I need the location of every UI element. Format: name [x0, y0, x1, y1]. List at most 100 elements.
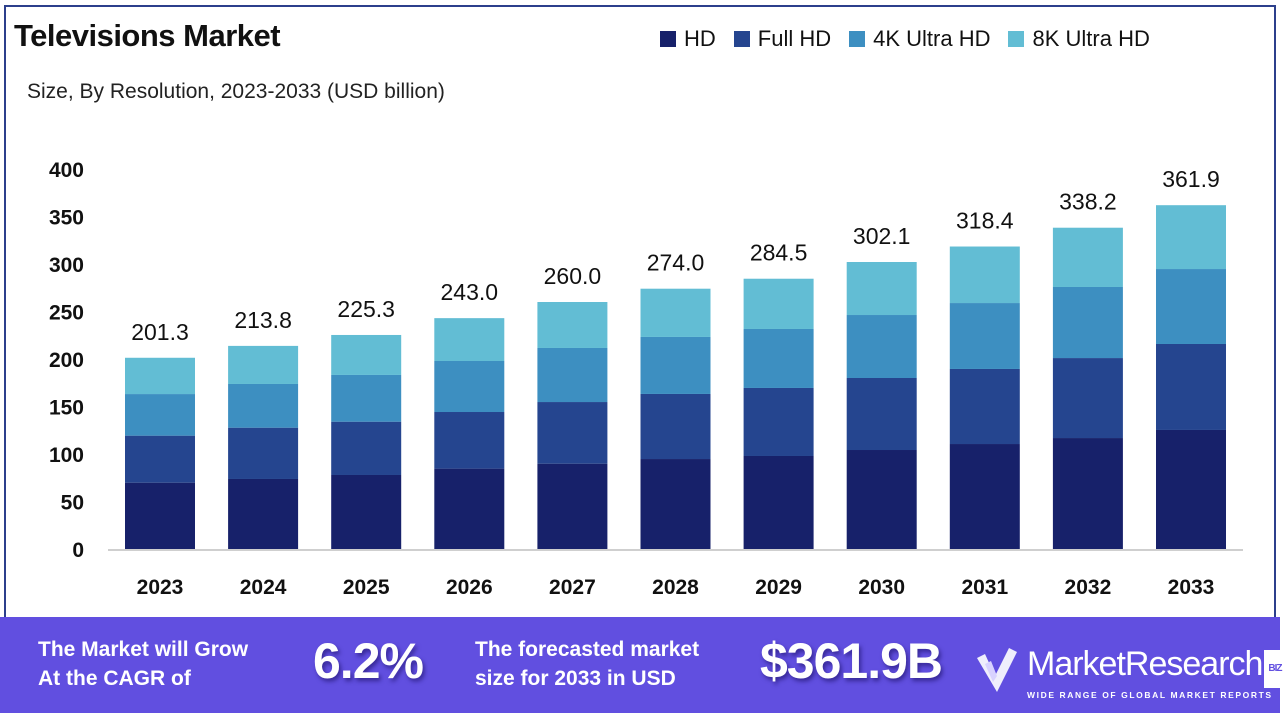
y-tick-label: 100 [49, 444, 84, 467]
x-tick-label: 2028 [652, 576, 699, 599]
legend-item-8k: 8K Ultra HD [1008, 26, 1150, 52]
bar-segment-8k-ultra-hd-2024 [228, 345, 299, 384]
bar-total-label: 274.0 [647, 250, 705, 276]
x-tick-label: 2023 [137, 576, 184, 599]
bar-total-label: 361.9 [1162, 166, 1220, 192]
legend-item-4k: 4K Ultra HD [849, 26, 990, 52]
bar-segment-full-hd-2023 [125, 435, 195, 483]
checkmark-logo-icon [977, 648, 1017, 692]
bar-segment-8k-ultra-hd-2031 [949, 246, 1020, 304]
y-tick-label: 200 [49, 349, 84, 372]
bar-segment-8k-ultra-hd-2028 [640, 288, 711, 337]
bar-segment-full-hd-2027 [537, 402, 608, 464]
legend-label: 4K Ultra HD [873, 26, 991, 51]
x-tick-label: 2030 [858, 576, 905, 599]
logo-name: MarketResearch BIZ [1027, 640, 1284, 688]
x-tick-label: 2032 [1065, 576, 1112, 599]
logo-tagline: WIDE RANGE OF GLOBAL MARKET REPORTS [1027, 690, 1273, 700]
bar-segment-full-hd-2025 [331, 421, 402, 475]
bar-total-label: 284.5 [750, 240, 808, 266]
bar-segment-4k-ultra-hd-2025 [331, 374, 402, 422]
bar-segment-4k-ultra-hd-2026 [434, 360, 505, 413]
x-tick-label: 2027 [549, 576, 596, 599]
legend-label: 8K Ultra HD [1032, 26, 1150, 51]
bar-total-label: 318.4 [956, 208, 1014, 234]
y-tick-label: 400 [49, 159, 84, 182]
forecast-label: The forecasted market size for 2033 in U… [475, 635, 699, 693]
forecast-label-line1: The forecasted market [475, 638, 700, 661]
bar-segment-4k-ultra-hd-2028 [640, 336, 711, 394]
y-tick-label: 300 [49, 254, 84, 277]
bar-segment-hd-2032 [1052, 438, 1123, 549]
bar-total-label: 243.0 [441, 279, 499, 305]
bar-segment-4k-ultra-hd-2029 [743, 328, 814, 388]
x-tick-label: 2029 [755, 576, 802, 599]
legend-swatch-full-hd [733, 31, 750, 47]
bar-total-label: 302.1 [853, 223, 911, 249]
forecast-value: $361.9B [760, 633, 943, 689]
summary-banner [0, 617, 1280, 713]
x-tick-label: 2031 [961, 576, 1008, 599]
bar-segment-hd-2023 [125, 482, 195, 549]
cagr-value: 6.2% [313, 633, 424, 689]
legend-label: Full HD [757, 26, 832, 51]
bar-segment-4k-ultra-hd-2024 [228, 383, 299, 428]
bar-segment-hd-2025 [331, 474, 402, 549]
legend-swatch-8k [1008, 31, 1025, 47]
bar-segment-hd-2026 [434, 468, 505, 549]
bar-segment-full-hd-2029 [743, 387, 814, 456]
y-tick-label: 50 [61, 492, 84, 515]
chart-subtitle: Size, By Resolution, 2023-2033 (USD bill… [27, 80, 445, 103]
logo-name-text: MarketResearch [1027, 645, 1263, 683]
logo-badge: BIZ [1264, 650, 1284, 688]
bar-segment-full-hd-2028 [640, 393, 711, 460]
y-tick-label: 250 [49, 302, 84, 325]
bar-segment-hd-2029 [743, 455, 814, 549]
y-tick-label: 350 [49, 207, 84, 230]
legend-item-hd: HD [660, 26, 716, 52]
y-tick-label: 150 [49, 397, 84, 420]
x-tick-label: 2026 [446, 576, 493, 599]
cagr-label-line1: The Market will Grow [38, 638, 249, 661]
bar-segment-8k-ultra-hd-2032 [1052, 227, 1123, 287]
legend: HD Full HD 4K Ultra HD 8K Ultra HD [660, 26, 1150, 52]
legend-item-full-hd: Full HD [733, 26, 832, 52]
bar-segment-full-hd-2024 [228, 427, 299, 479]
cagr-label: The Market will Grow At the CAGR of [38, 635, 248, 693]
bar-segment-8k-ultra-hd-2025 [331, 334, 402, 375]
bar-segment-8k-ultra-hd-2030 [846, 262, 917, 316]
legend-swatch-4k [849, 31, 866, 47]
chart-title: Televisions Market [14, 18, 281, 53]
bar-segment-hd-2028 [640, 459, 711, 549]
bar-segment-4k-ultra-hd-2023 [125, 394, 195, 436]
stacked-bar-chart: 0 50 100 150 200 250 300 350 400 201.3 2023 213.8 20… [49, 159, 1243, 599]
bar-segment-full-hd-2030 [846, 378, 917, 451]
bar-segment-hd-2024 [228, 478, 299, 549]
legend-swatch-hd [660, 31, 676, 47]
bar-segment-8k-ultra-hd-2027 [537, 302, 608, 348]
bar-segment-hd-2027 [537, 463, 608, 549]
x-tick-label: 2025 [343, 576, 390, 599]
bar-segment-4k-ultra-hd-2030 [846, 315, 917, 378]
bar-segment-full-hd-2026 [434, 412, 505, 469]
bar-segment-hd-2031 [949, 444, 1020, 549]
bar-segment-4k-ultra-hd-2033 [1156, 269, 1226, 344]
bar-total-label: 260.0 [544, 263, 602, 289]
bar-total-label: 338.2 [1059, 189, 1117, 215]
bar-segment-8k-ultra-hd-2033 [1156, 205, 1226, 270]
bar-segment-4k-ultra-hd-2027 [537, 347, 608, 403]
bar-total-label: 225.3 [337, 296, 395, 322]
bar-segment-full-hd-2032 [1052, 358, 1123, 439]
bar-segment-4k-ultra-hd-2031 [949, 303, 1020, 369]
cagr-label-line2: At the CAGR of [38, 667, 191, 690]
bar-segment-full-hd-2033 [1156, 343, 1226, 430]
x-tick-label: 2033 [1168, 576, 1215, 599]
bar-total-label: 201.3 [131, 319, 189, 345]
forecast-label-line2: size for 2033 in USD [475, 667, 676, 690]
bar-segment-hd-2030 [846, 450, 917, 549]
marketresearch-logo: MarketResearch BIZ WIDE RANGE OF GLOBAL … [975, 640, 1284, 700]
x-tick-label: 2024 [240, 576, 287, 599]
legend-label: HD [684, 26, 716, 51]
bar-segment-8k-ultra-hd-2023 [125, 357, 195, 395]
bar-segment-hd-2033 [1156, 429, 1226, 549]
